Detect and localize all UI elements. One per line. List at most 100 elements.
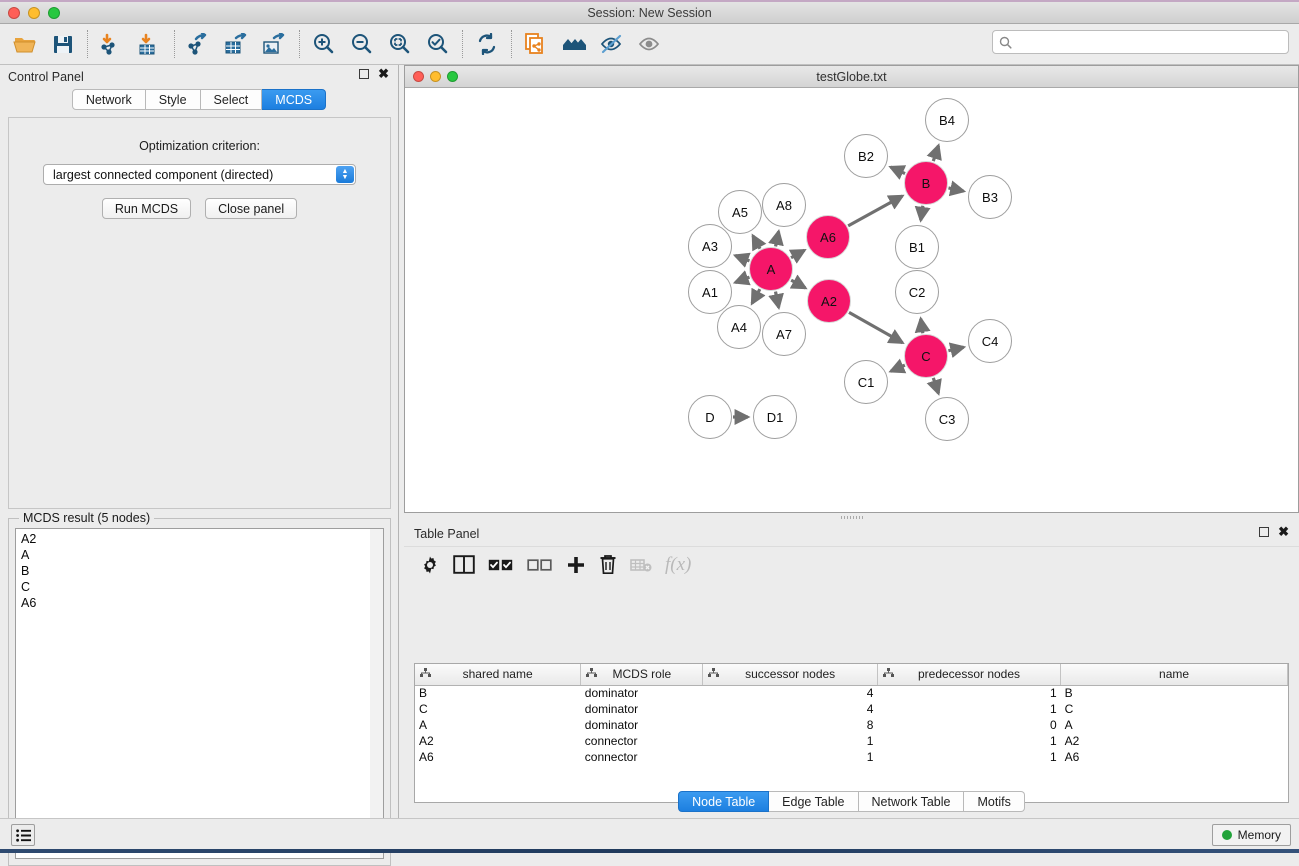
network-node-a4[interactable]: A4: [717, 305, 761, 349]
table-cell[interactable]: 1: [1049, 750, 1057, 764]
network-edge[interactable]: [768, 228, 784, 247]
zoom-in-icon[interactable]: [305, 27, 343, 61]
table-row[interactable]: A2 connector 1 1 A2: [415, 733, 1288, 749]
table-row[interactable]: A6 connector 1 1 A6: [415, 749, 1288, 765]
network-edge[interactable]: [926, 377, 942, 396]
deselect-all-checkboxes-icon[interactable]: [527, 557, 553, 573]
zoom-out-icon[interactable]: [343, 27, 381, 61]
search-box[interactable]: [992, 30, 1289, 54]
network-node-c1[interactable]: C1: [844, 360, 888, 404]
table-cell[interactable]: C: [419, 702, 428, 716]
node-table[interactable]: shared name MCDS role successor nodes prede…: [414, 663, 1289, 803]
zoom-fit-selected-icon[interactable]: [381, 27, 419, 61]
zoom-window-button[interactable]: [48, 6, 60, 19]
table-cell[interactable]: dominator: [584, 718, 639, 732]
network-node-b3[interactable]: B3: [968, 175, 1012, 219]
table-cell[interactable]: 0: [1049, 718, 1057, 732]
export-table-icon[interactable]: [218, 27, 256, 61]
network-node-b[interactable]: B: [904, 161, 948, 205]
table-cell[interactable]: 8: [866, 718, 874, 732]
network-edge[interactable]: [751, 233, 767, 252]
network-edge[interactable]: [948, 342, 967, 359]
tab-network[interactable]: Network: [71, 89, 146, 110]
network-minimize-button[interactable]: [430, 71, 441, 82]
optimization-criterion-select[interactable]: largest connected component (directed) ▲…: [43, 164, 356, 185]
new-network-from-selection-icon[interactable]: [517, 27, 555, 61]
tab-style[interactable]: Style: [145, 89, 201, 110]
open-folder-icon[interactable]: [6, 27, 44, 61]
network-edge[interactable]: [888, 358, 907, 374]
network-edge[interactable]: [926, 143, 942, 162]
tab-motifs[interactable]: Motifs: [964, 791, 1025, 812]
network-edge[interactable]: [732, 252, 751, 268]
save-icon[interactable]: [44, 27, 82, 61]
network-node-b2[interactable]: B2: [844, 134, 888, 178]
network-node-a5[interactable]: A5: [718, 190, 762, 234]
settings-gear-icon[interactable]: [420, 555, 440, 575]
network-node-c4[interactable]: C4: [968, 319, 1012, 363]
table-cell[interactable]: connector: [584, 734, 638, 748]
result-list-item[interactable]: A2: [21, 532, 37, 546]
tab-node-table[interactable]: Node Table: [678, 791, 770, 812]
network-edge[interactable]: [847, 194, 905, 228]
network-node-c2[interactable]: C2: [895, 270, 939, 314]
import-table-icon[interactable]: [131, 27, 169, 61]
refresh-icon[interactable]: [468, 27, 506, 61]
table-cell[interactable]: A2: [1064, 734, 1080, 748]
import-network-icon[interactable]: [93, 27, 131, 61]
table-cell[interactable]: A: [1064, 718, 1073, 732]
network-node-a[interactable]: A: [749, 247, 793, 291]
network-close-button[interactable]: [413, 71, 424, 82]
search-input[interactable]: [1017, 35, 1282, 49]
network-edge[interactable]: [788, 248, 807, 264]
network-node-d[interactable]: D: [688, 395, 732, 439]
network-node-a6[interactable]: A6: [806, 215, 850, 259]
network-zoom-button[interactable]: [447, 71, 458, 82]
zoom-fit-network-icon[interactable]: [419, 27, 457, 61]
export-network-icon[interactable]: [180, 27, 218, 61]
network-canvas[interactable]: B4 B2 B B3 A5 A8 A6 A3 B1 A A1 A2 C2 A4 A7 C4 C C1 D D1 C3: [405, 88, 1298, 512]
network-edge[interactable]: [848, 310, 905, 345]
result-list-item[interactable]: C: [21, 580, 31, 594]
result-list-item[interactable]: A6: [21, 596, 37, 610]
table-cell[interactable]: 1: [1049, 702, 1057, 716]
network-node-a8[interactable]: A8: [762, 183, 806, 227]
table-cell[interactable]: 1: [866, 734, 874, 748]
table-cell[interactable]: 1: [866, 750, 874, 764]
table-cell[interactable]: dominator: [584, 686, 639, 701]
table-cell[interactable]: C: [1064, 702, 1074, 716]
table-cell[interactable]: A6: [419, 750, 434, 764]
table-column-header[interactable]: shared name: [415, 664, 582, 686]
delete-column-icon[interactable]: [599, 554, 617, 575]
result-list-scrollbar[interactable]: [370, 528, 384, 859]
hide-selected-icon[interactable]: [593, 27, 631, 61]
table-column-header[interactable]: name: [1060, 664, 1288, 686]
network-edge[interactable]: [914, 316, 931, 334]
maximize-icon[interactable]: [359, 69, 370, 79]
table-cell[interactable]: 4: [866, 686, 874, 701]
network-node-b4[interactable]: B4: [925, 98, 969, 142]
table-column-header[interactable]: successor nodes: [702, 664, 878, 686]
tab-mcds[interactable]: MCDS: [262, 89, 327, 110]
network-node-c3[interactable]: C3: [925, 397, 969, 441]
network-edge[interactable]: [888, 165, 907, 180]
tab-edge-table[interactable]: Edge Table: [769, 791, 859, 812]
network-edge[interactable]: [750, 287, 766, 306]
network-edge[interactable]: [948, 180, 967, 197]
table-cell[interactable]: connector: [584, 750, 638, 764]
close-icon[interactable]: ✖: [1278, 524, 1289, 539]
result-list-item[interactable]: B: [21, 564, 30, 578]
table-cell[interactable]: A2: [419, 734, 434, 748]
table-cell[interactable]: B: [419, 686, 428, 701]
table-cell[interactable]: A6: [1064, 750, 1080, 764]
run-mcds-button[interactable]: Run MCDS: [101, 198, 192, 219]
memory-button[interactable]: Memory: [1211, 824, 1291, 846]
select-all-checkboxes-icon[interactable]: [488, 557, 514, 573]
table-cell[interactable]: B: [1064, 686, 1073, 701]
result-list-item[interactable]: A: [21, 548, 30, 562]
network-edge[interactable]: [789, 274, 808, 290]
table-column-header[interactable]: predecessor nodes: [877, 664, 1062, 686]
close-panel-button[interactable]: Close panel: [205, 198, 298, 219]
tab-select[interactable]: Select: [200, 89, 263, 110]
